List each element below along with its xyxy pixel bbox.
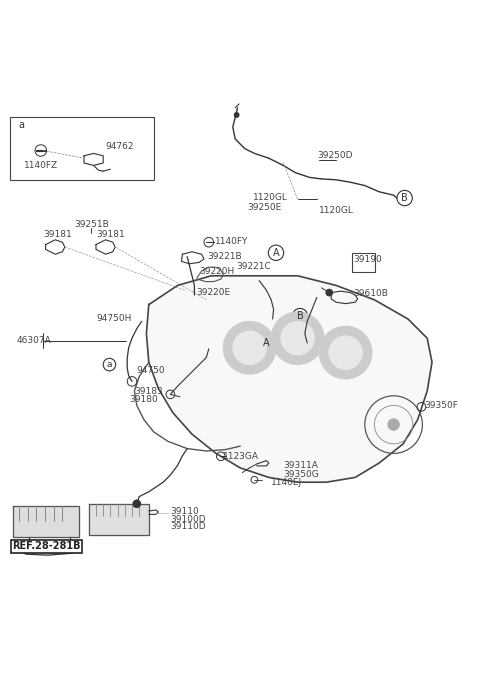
Circle shape	[319, 327, 372, 379]
Polygon shape	[146, 276, 432, 482]
Text: REF.28-281B: REF.28-281B	[12, 541, 81, 552]
Text: 39110: 39110	[170, 508, 199, 517]
Polygon shape	[17, 543, 82, 555]
Circle shape	[223, 322, 276, 374]
Polygon shape	[89, 504, 149, 535]
Circle shape	[329, 336, 362, 369]
Text: 39190: 39190	[353, 255, 382, 265]
Circle shape	[133, 500, 141, 508]
Circle shape	[233, 331, 266, 364]
Text: 39350F: 39350F	[424, 401, 458, 410]
Text: 1140FY: 1140FY	[215, 237, 249, 246]
Text: 1120GL: 1120GL	[253, 193, 288, 202]
Text: 39221C: 39221C	[236, 261, 271, 271]
Text: 46307A: 46307A	[17, 336, 51, 345]
Text: 39610B: 39610B	[353, 289, 388, 298]
Text: 1120GL: 1120GL	[319, 206, 354, 215]
Text: 39311A: 39311A	[283, 462, 318, 471]
Text: A: A	[273, 248, 279, 258]
Circle shape	[388, 419, 399, 430]
Text: 1140FZ: 1140FZ	[24, 161, 58, 170]
Circle shape	[281, 322, 314, 355]
Text: 39181: 39181	[96, 230, 125, 239]
Circle shape	[326, 289, 333, 296]
Text: a: a	[107, 360, 112, 369]
Circle shape	[234, 113, 239, 117]
Text: B: B	[401, 193, 408, 203]
Text: 39250D: 39250D	[317, 152, 352, 161]
FancyBboxPatch shape	[352, 253, 375, 272]
Text: 39221B: 39221B	[207, 252, 242, 261]
Text: 39251B: 39251B	[74, 220, 109, 229]
Text: 1140EJ: 1140EJ	[271, 477, 302, 486]
Text: 1123GA: 1123GA	[223, 452, 259, 461]
Polygon shape	[13, 506, 79, 537]
Text: A: A	[263, 338, 270, 348]
Text: 39350G: 39350G	[283, 469, 319, 479]
Text: 94750H: 94750H	[96, 314, 132, 322]
Text: 39110D: 39110D	[170, 522, 206, 531]
Text: 39220H: 39220H	[199, 268, 234, 276]
Circle shape	[271, 312, 324, 364]
FancyBboxPatch shape	[10, 117, 154, 180]
Text: 39181: 39181	[43, 230, 72, 239]
Text: 39220E: 39220E	[196, 287, 230, 296]
Text: 39100D: 39100D	[170, 514, 206, 523]
Text: 39250E: 39250E	[247, 203, 281, 212]
Text: 39180: 39180	[130, 395, 158, 404]
Text: B: B	[297, 311, 303, 321]
Text: 94762: 94762	[106, 142, 134, 151]
Text: 94750: 94750	[137, 366, 166, 375]
Text: a: a	[19, 119, 24, 130]
Text: 39183: 39183	[134, 386, 163, 396]
